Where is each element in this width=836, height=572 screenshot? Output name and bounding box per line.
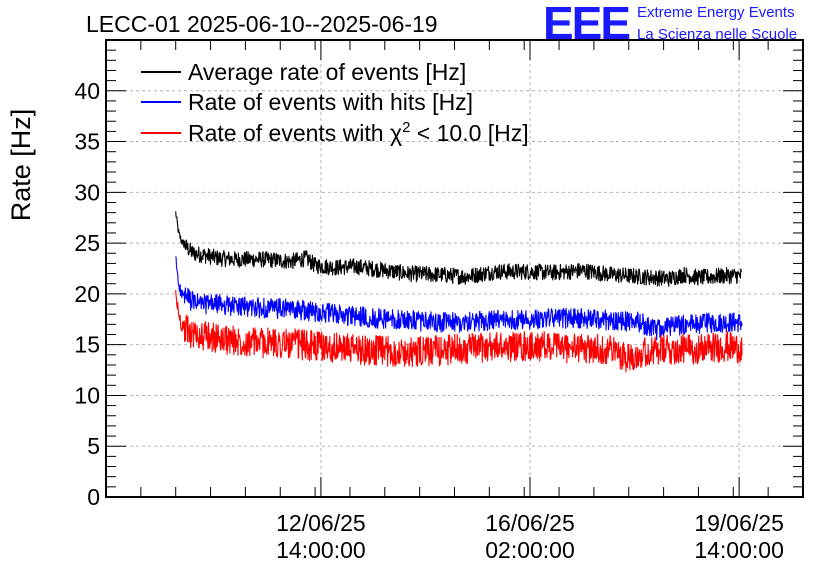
- y-tick-label: 5: [87, 433, 100, 459]
- eee-logo: EEE Extreme Energy Events La Scienza nel…: [543, 0, 797, 49]
- series-line-1: [175, 256, 743, 341]
- logo-line-2: La Scienza nelle Scuole: [637, 26, 797, 43]
- y-tick-labels: 0 5 10 15 20 25 30 35 40: [74, 78, 100, 510]
- y-tick-label: 35: [74, 129, 100, 155]
- y-tick-label: 30: [74, 179, 100, 205]
- y-tick-label: 0: [87, 484, 100, 510]
- y-tick-label: 10: [74, 382, 100, 408]
- chart-title: LECC-01 2025-06-10--2025-06-19: [86, 11, 438, 37]
- x-tick-time: 14:00:00: [276, 537, 366, 563]
- y-axis-title: Rate [Hz]: [6, 109, 36, 222]
- logo-line-1: Extreme Energy Events: [637, 4, 795, 21]
- legend-label-average: Average rate of events [Hz]: [188, 59, 466, 85]
- legend-label-chi2: Rate of events with χ2 < 10.0 [Hz]: [188, 119, 529, 146]
- y-tick-label: 20: [74, 281, 100, 307]
- x-tick-labels: 12/06/2514:00:0016/06/2502:00:0019/06/25…: [276, 510, 784, 563]
- series-layer: [175, 211, 743, 373]
- x-tick-date: 19/06/25: [694, 510, 784, 536]
- legend-label-hits: Rate of events with hits [Hz]: [188, 89, 473, 115]
- x-tick-date: 12/06/25: [276, 510, 366, 536]
- x-tick-time: 02:00:00: [485, 537, 575, 563]
- y-tick-label: 25: [74, 230, 100, 256]
- logo-mark: EEE: [543, 0, 629, 49]
- y-tick-label: 15: [74, 332, 100, 358]
- x-tick-time: 14:00:00: [694, 537, 784, 563]
- x-tick-date: 16/06/25: [485, 510, 575, 536]
- legend: Average rate of events [Hz] Rate of even…: [141, 59, 529, 146]
- series-line-0: [175, 211, 743, 287]
- axis-ticks: [106, 40, 803, 498]
- y-tick-label: 40: [74, 78, 100, 104]
- series-line-2: [175, 290, 743, 373]
